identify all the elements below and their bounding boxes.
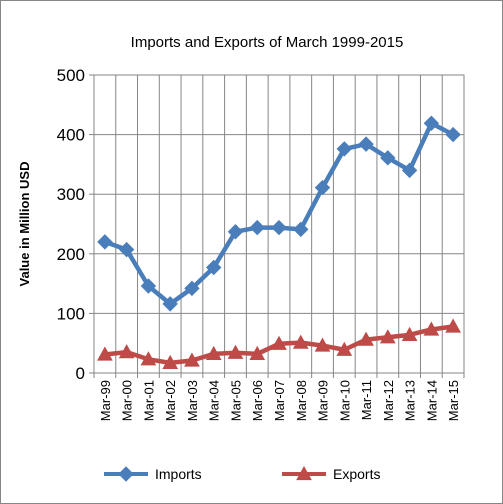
imports-point: [445, 126, 461, 143]
legend: Imports Exports: [104, 465, 380, 482]
imports-point: [205, 259, 222, 276]
x-tick-label: Mar-10: [337, 380, 352, 421]
gridlines: [94, 74, 464, 373]
imports-point: [249, 219, 265, 236]
imports-point: [118, 241, 135, 258]
exports-series: [97, 318, 461, 369]
y-tick-label: 500: [57, 66, 85, 85]
imports-point: [227, 224, 244, 240]
x-tick-label: Mar-05: [228, 380, 243, 421]
legend-label: Exports: [333, 466, 380, 482]
exports-point: [118, 344, 135, 359]
exports-point: [140, 351, 157, 366]
x-axis-ticks: Mar-99 Mar-00 Mar-01 Mar-02 Mar-03 Mar-04 Mar-…: [93, 373, 465, 421]
chart-title: Imports and Exports of March 1999-2015: [131, 34, 404, 51]
x-tick-label: Mar-03: [185, 380, 200, 421]
imports-point: [358, 136, 374, 152]
imports-point: [314, 179, 331, 196]
imports-point: [140, 278, 157, 294]
x-tick-label: Mar-14: [424, 380, 439, 421]
imports-line: [102, 121, 456, 307]
imports-point: [336, 141, 353, 157]
exports-point: [184, 352, 200, 367]
y-tick-label: 0: [76, 364, 85, 383]
exports-point: [358, 331, 374, 346]
imports-series: [97, 115, 461, 312]
y-tick-label: 300: [57, 185, 85, 204]
imports-point: [184, 280, 200, 297]
legend-item-imports: Imports: [104, 466, 202, 482]
y-tick-label: 200: [57, 245, 85, 264]
legend-swatch-marker: [296, 465, 312, 481]
series-layer: [97, 115, 461, 369]
x-tick-label: Mar-09: [316, 380, 331, 421]
y-axis-ticks: 0 100 200 300 400 500: [57, 66, 94, 383]
exports-point: [227, 344, 244, 359]
exports-point: [292, 334, 309, 349]
y-tick-label: 100: [57, 304, 85, 323]
x-tick-label: Mar-07: [272, 380, 287, 421]
exports-point: [271, 335, 287, 350]
exports-point: [401, 326, 418, 341]
y-tick-label: 400: [57, 126, 85, 145]
exports-point: [336, 341, 353, 356]
imports-point: [293, 221, 309, 238]
exports-point: [249, 345, 266, 361]
exports-point: [379, 329, 396, 344]
x-tick-label: Mar-15: [446, 380, 461, 421]
x-tick-label: Mar-08: [294, 380, 309, 421]
legend-swatch-marker: [118, 466, 134, 482]
exports-point: [445, 318, 461, 333]
plot-frame: [93, 74, 465, 374]
imports-point: [162, 296, 178, 312]
imports-point: [423, 115, 440, 131]
exports-point: [423, 321, 440, 336]
exports-point: [205, 345, 222, 361]
x-tick-label: Mar-00: [120, 380, 135, 421]
plot-border: [93, 74, 465, 374]
imports-point: [97, 234, 113, 250]
x-tick-label: Mar-04: [207, 380, 222, 421]
legend-item-exports: Exports: [282, 465, 380, 482]
x-tick-label: Mar-11: [359, 380, 374, 420]
x-tick-label: Mar-06: [250, 380, 265, 421]
x-tick-label: Mar-02: [163, 380, 178, 421]
exports-point: [162, 354, 179, 369]
exports-point: [314, 337, 331, 352]
imports-point: [271, 219, 287, 236]
x-tick-label: Mar-12: [381, 380, 396, 421]
legend-label: Imports: [155, 466, 202, 482]
imports-point: [380, 150, 396, 166]
imports-point: [401, 162, 418, 179]
x-tick-label: Mar-99: [98, 380, 113, 421]
exports-point: [97, 346, 113, 361]
y-axis-label: Value in Million USD: [17, 162, 32, 287]
x-tick-label: Mar-13: [403, 380, 418, 421]
x-tick-label: Mar-01: [141, 380, 156, 421]
